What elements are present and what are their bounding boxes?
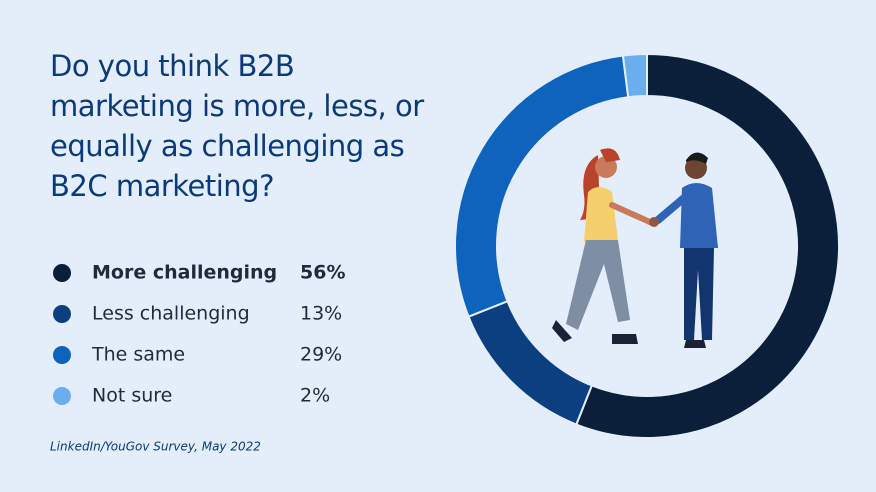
- legend-swatch: [53, 305, 71, 323]
- source-note: LinkedIn/YouGov Survey, May 2022: [50, 440, 261, 454]
- legend-swatch: [53, 387, 71, 405]
- donut-slice: [575, 52, 840, 439]
- illustration: [552, 148, 718, 348]
- legend-label: The same: [91, 344, 185, 366]
- legend-label: More challenging: [92, 262, 277, 284]
- legend-label: Less challenging: [92, 303, 250, 325]
- chart-title: Do you think B2B marketing is more, less…: [50, 49, 424, 203]
- value-label: 56%: [300, 262, 345, 284]
- donut-slice: [621, 52, 648, 99]
- donut-slice: [454, 54, 630, 318]
- legend-swatch: [53, 264, 71, 282]
- value-label: 13%: [300, 303, 342, 325]
- legend-swatch: [53, 346, 71, 364]
- value-label: 2%: [300, 385, 330, 407]
- value-label: 29%: [300, 344, 342, 366]
- legend-label: Not sure: [92, 385, 172, 407]
